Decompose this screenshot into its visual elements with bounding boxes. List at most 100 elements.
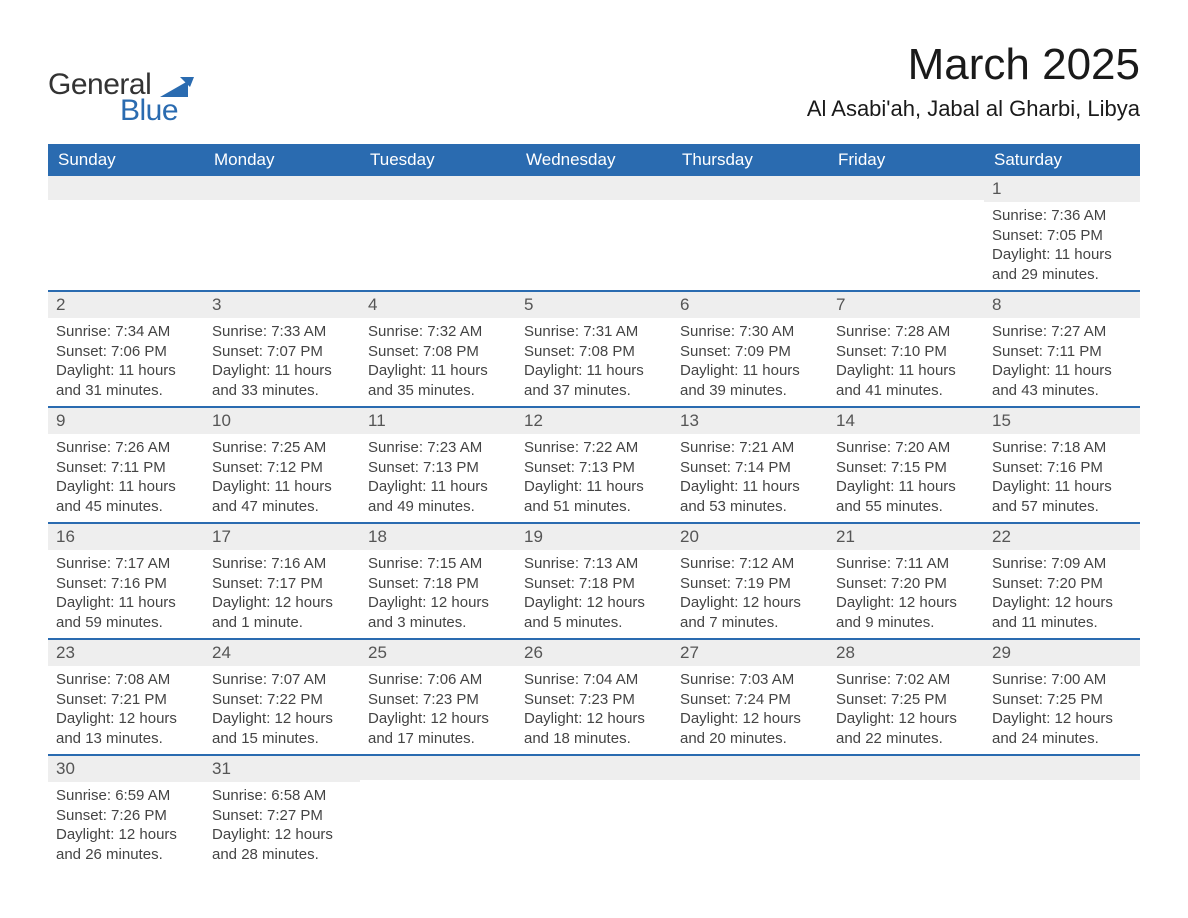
sunrise-line: Sunrise: 7:34 AM bbox=[56, 322, 196, 342]
day-detail: Sunrise: 7:23 AMSunset: 7:13 PMDaylight:… bbox=[360, 434, 516, 522]
sunrise-line: Sunrise: 7:08 AM bbox=[56, 670, 196, 690]
daylight-line: Daylight: 12 hours and 18 minutes. bbox=[524, 709, 664, 748]
daylight-line: Daylight: 12 hours and 11 minutes. bbox=[992, 593, 1132, 632]
sunrise-line: Sunrise: 7:25 AM bbox=[212, 438, 352, 458]
day-number: 11 bbox=[360, 408, 516, 434]
day-number bbox=[828, 756, 984, 780]
sunset-line: Sunset: 7:23 PM bbox=[524, 690, 664, 710]
day-detail: Sunrise: 7:33 AMSunset: 7:07 PMDaylight:… bbox=[204, 318, 360, 406]
sunset-line: Sunset: 7:08 PM bbox=[368, 342, 508, 362]
sunrise-line: Sunrise: 7:15 AM bbox=[368, 554, 508, 574]
day-detail: Sunrise: 7:15 AMSunset: 7:18 PMDaylight:… bbox=[360, 550, 516, 638]
day-number: 14 bbox=[828, 408, 984, 434]
sunrise-line: Sunrise: 7:20 AM bbox=[836, 438, 976, 458]
sunset-line: Sunset: 7:15 PM bbox=[836, 458, 976, 478]
calendar-day-cell bbox=[48, 176, 204, 291]
daylight-line: Daylight: 12 hours and 28 minutes. bbox=[212, 825, 352, 864]
calendar-day-cell: 6Sunrise: 7:30 AMSunset: 7:09 PMDaylight… bbox=[672, 291, 828, 407]
sunset-line: Sunset: 7:19 PM bbox=[680, 574, 820, 594]
location-subtitle: Al Asabi'ah, Jabal al Gharbi, Libya bbox=[807, 96, 1140, 122]
day-number: 21 bbox=[828, 524, 984, 550]
day-number: 24 bbox=[204, 640, 360, 666]
day-detail: Sunrise: 7:04 AMSunset: 7:23 PMDaylight:… bbox=[516, 666, 672, 754]
sunset-line: Sunset: 7:13 PM bbox=[524, 458, 664, 478]
daylight-line: Daylight: 12 hours and 22 minutes. bbox=[836, 709, 976, 748]
day-number: 19 bbox=[516, 524, 672, 550]
calendar-day-cell: 9Sunrise: 7:26 AMSunset: 7:11 PMDaylight… bbox=[48, 407, 204, 523]
calendar-day-cell: 25Sunrise: 7:06 AMSunset: 7:23 PMDayligh… bbox=[360, 639, 516, 755]
sunset-line: Sunset: 7:06 PM bbox=[56, 342, 196, 362]
day-detail bbox=[828, 780, 984, 810]
day-number: 1 bbox=[984, 176, 1140, 202]
sunrise-line: Sunrise: 7:11 AM bbox=[836, 554, 976, 574]
daylight-line: Daylight: 12 hours and 17 minutes. bbox=[368, 709, 508, 748]
day-detail: Sunrise: 6:59 AMSunset: 7:26 PMDaylight:… bbox=[48, 782, 204, 870]
sunrise-line: Sunrise: 7:36 AM bbox=[992, 206, 1132, 226]
calendar-day-cell: 30Sunrise: 6:59 AMSunset: 7:26 PMDayligh… bbox=[48, 755, 204, 870]
sunrise-line: Sunrise: 7:03 AM bbox=[680, 670, 820, 690]
weekday-header: Monday bbox=[204, 144, 360, 176]
day-number: 31 bbox=[204, 756, 360, 782]
daylight-line: Daylight: 12 hours and 1 minute. bbox=[212, 593, 352, 632]
day-number bbox=[516, 176, 672, 200]
day-detail: Sunrise: 7:27 AMSunset: 7:11 PMDaylight:… bbox=[984, 318, 1140, 406]
calendar-week-row: 30Sunrise: 6:59 AMSunset: 7:26 PMDayligh… bbox=[48, 755, 1140, 870]
day-detail: Sunrise: 7:11 AMSunset: 7:20 PMDaylight:… bbox=[828, 550, 984, 638]
daylight-line: Daylight: 11 hours and 43 minutes. bbox=[992, 361, 1132, 400]
day-number bbox=[360, 756, 516, 780]
day-detail: Sunrise: 7:00 AMSunset: 7:25 PMDaylight:… bbox=[984, 666, 1140, 754]
weekday-header: Thursday bbox=[672, 144, 828, 176]
sunset-line: Sunset: 7:11 PM bbox=[992, 342, 1132, 362]
day-detail: Sunrise: 7:30 AMSunset: 7:09 PMDaylight:… bbox=[672, 318, 828, 406]
daylight-line: Daylight: 11 hours and 39 minutes. bbox=[680, 361, 820, 400]
sunset-line: Sunset: 7:08 PM bbox=[524, 342, 664, 362]
day-detail: Sunrise: 7:28 AMSunset: 7:10 PMDaylight:… bbox=[828, 318, 984, 406]
day-number bbox=[48, 176, 204, 200]
day-detail: Sunrise: 7:07 AMSunset: 7:22 PMDaylight:… bbox=[204, 666, 360, 754]
sunrise-line: Sunrise: 7:00 AM bbox=[992, 670, 1132, 690]
calendar-week-row: 1Sunrise: 7:36 AMSunset: 7:05 PMDaylight… bbox=[48, 176, 1140, 291]
daylight-line: Daylight: 12 hours and 3 minutes. bbox=[368, 593, 508, 632]
sunset-line: Sunset: 7:26 PM bbox=[56, 806, 196, 826]
calendar-day-cell: 1Sunrise: 7:36 AMSunset: 7:05 PMDaylight… bbox=[984, 176, 1140, 291]
daylight-line: Daylight: 11 hours and 57 minutes. bbox=[992, 477, 1132, 516]
sunset-line: Sunset: 7:16 PM bbox=[992, 458, 1132, 478]
day-number: 25 bbox=[360, 640, 516, 666]
sunset-line: Sunset: 7:20 PM bbox=[992, 574, 1132, 594]
day-detail bbox=[204, 200, 360, 230]
daylight-line: Daylight: 11 hours and 49 minutes. bbox=[368, 477, 508, 516]
daylight-line: Daylight: 11 hours and 55 minutes. bbox=[836, 477, 976, 516]
day-number bbox=[672, 176, 828, 200]
sunset-line: Sunset: 7:12 PM bbox=[212, 458, 352, 478]
day-number bbox=[672, 756, 828, 780]
sunrise-line: Sunrise: 7:33 AM bbox=[212, 322, 352, 342]
day-detail: Sunrise: 7:36 AMSunset: 7:05 PMDaylight:… bbox=[984, 202, 1140, 290]
sunset-line: Sunset: 7:27 PM bbox=[212, 806, 352, 826]
sunset-line: Sunset: 7:11 PM bbox=[56, 458, 196, 478]
daylight-line: Daylight: 11 hours and 37 minutes. bbox=[524, 361, 664, 400]
day-number bbox=[984, 756, 1140, 780]
day-number: 10 bbox=[204, 408, 360, 434]
day-detail: Sunrise: 7:34 AMSunset: 7:06 PMDaylight:… bbox=[48, 318, 204, 406]
calendar-day-cell: 12Sunrise: 7:22 AMSunset: 7:13 PMDayligh… bbox=[516, 407, 672, 523]
day-number: 27 bbox=[672, 640, 828, 666]
calendar-day-cell: 14 Sunrise: 7:20 AMSunset: 7:15 PMDayligh… bbox=[828, 407, 984, 523]
sunrise-line: Sunrise: 7:30 AM bbox=[680, 322, 820, 342]
day-detail: Sunrise: 7:21 AMSunset: 7:14 PMDaylight:… bbox=[672, 434, 828, 522]
calendar-day-cell: 5Sunrise: 7:31 AMSunset: 7:08 PMDaylight… bbox=[516, 291, 672, 407]
calendar-day-cell: 7Sunrise: 7:28 AMSunset: 7:10 PMDaylight… bbox=[828, 291, 984, 407]
page-header: General Blue March 2025 Al Asabi'ah, Jab… bbox=[48, 40, 1140, 128]
sunset-line: Sunset: 7:25 PM bbox=[836, 690, 976, 710]
sunrise-line: Sunrise: 6:59 AM bbox=[56, 786, 196, 806]
sunrise-line: Sunrise: 7:04 AM bbox=[524, 670, 664, 690]
daylight-line: Daylight: 12 hours and 5 minutes. bbox=[524, 593, 664, 632]
daylight-line: Daylight: 12 hours and 20 minutes. bbox=[680, 709, 820, 748]
daylight-line: Daylight: 12 hours and 15 minutes. bbox=[212, 709, 352, 748]
day-number bbox=[828, 176, 984, 200]
daylight-line: Daylight: 11 hours and 45 minutes. bbox=[56, 477, 196, 516]
calendar-day-cell: 3Sunrise: 7:33 AMSunset: 7:07 PMDaylight… bbox=[204, 291, 360, 407]
daylight-line: Daylight: 11 hours and 53 minutes. bbox=[680, 477, 820, 516]
day-number: 9 bbox=[48, 408, 204, 434]
sunrise-line: Sunrise: 7:28 AM bbox=[836, 322, 976, 342]
day-number: 20 bbox=[672, 524, 828, 550]
